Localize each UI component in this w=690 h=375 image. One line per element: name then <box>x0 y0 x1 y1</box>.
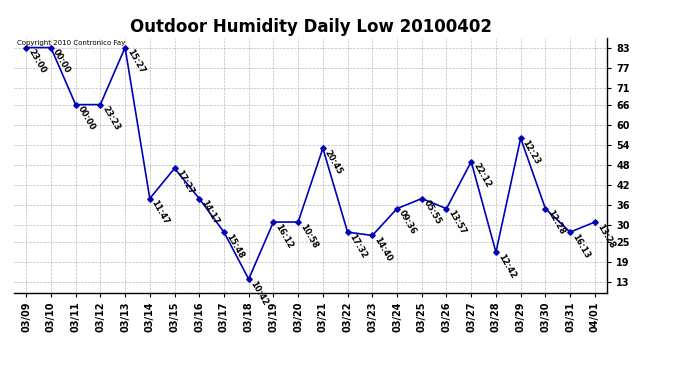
Text: 13:28: 13:28 <box>595 222 616 250</box>
Text: 15:27: 15:27 <box>125 48 146 75</box>
Text: 14:17: 14:17 <box>199 198 220 226</box>
Text: 10:42: 10:42 <box>248 279 270 307</box>
Text: 22:12: 22:12 <box>471 162 493 189</box>
Title: Outdoor Humidity Daily Low 20100402: Outdoor Humidity Daily Low 20100402 <box>130 18 491 36</box>
Text: 11:47: 11:47 <box>150 198 171 226</box>
Text: 14:40: 14:40 <box>373 236 393 263</box>
Text: 12:42: 12:42 <box>496 252 518 280</box>
Text: 23:23: 23:23 <box>100 105 121 132</box>
Text: 05:55: 05:55 <box>422 198 443 226</box>
Text: 16:12: 16:12 <box>273 222 295 250</box>
Text: 10:58: 10:58 <box>298 222 319 250</box>
Text: 15:48: 15:48 <box>224 232 245 260</box>
Text: 12:28: 12:28 <box>545 209 566 236</box>
Text: 12:23: 12:23 <box>521 138 542 166</box>
Text: Copyright 2010 Contronico Fay: Copyright 2010 Contronico Fay <box>17 40 125 46</box>
Text: 00:00: 00:00 <box>51 48 72 75</box>
Text: 17:27: 17:27 <box>175 168 196 196</box>
Text: 09:36: 09:36 <box>397 209 418 236</box>
Text: 16:13: 16:13 <box>570 232 591 260</box>
Text: 23:00: 23:00 <box>26 48 47 75</box>
Text: 17:32: 17:32 <box>348 232 368 260</box>
Text: 13:57: 13:57 <box>446 209 468 236</box>
Text: 00:00: 00:00 <box>76 105 97 132</box>
Text: 20:45: 20:45 <box>323 148 344 176</box>
